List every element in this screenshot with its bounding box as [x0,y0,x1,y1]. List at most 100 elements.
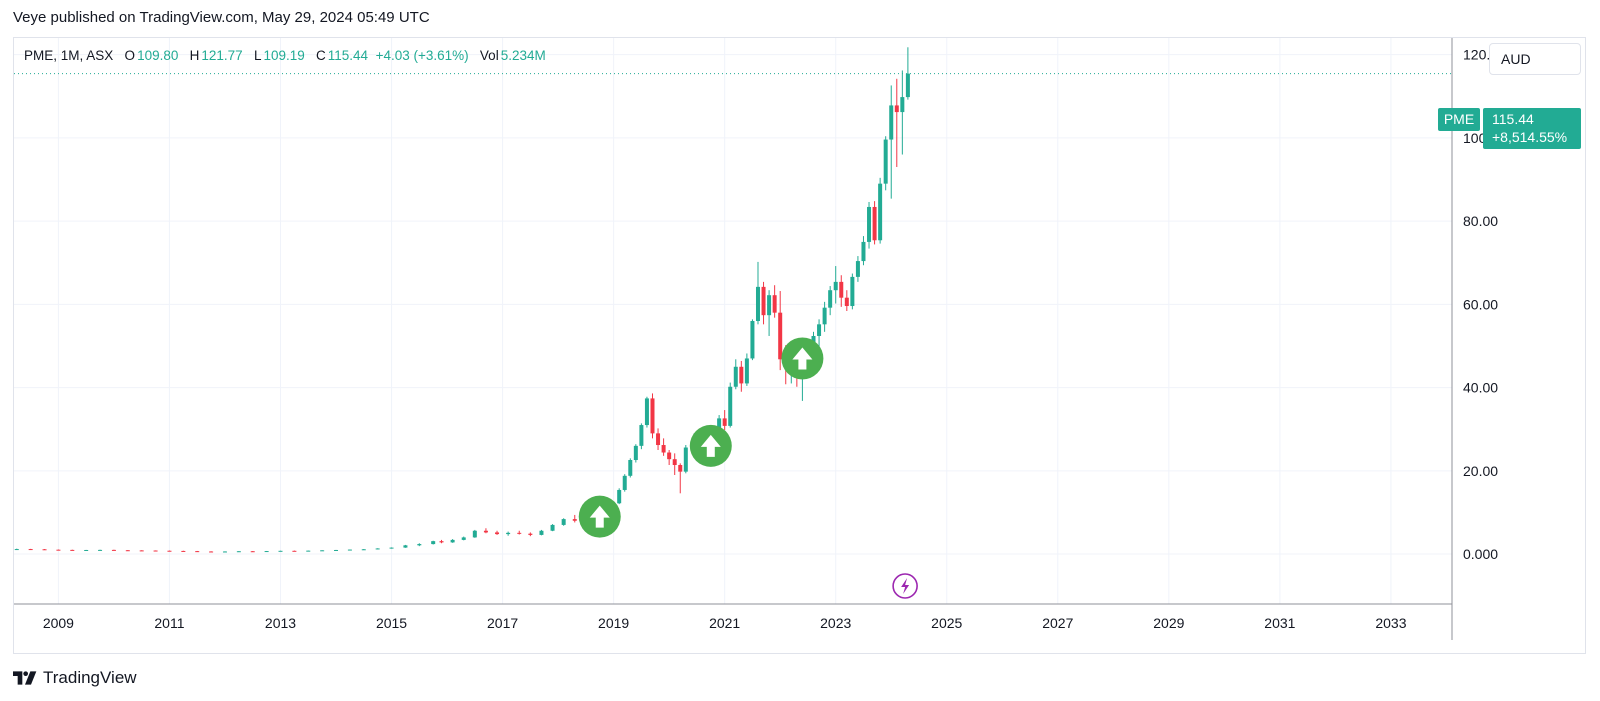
candle-body [722,418,727,426]
candle-body [628,460,633,476]
candle-body [644,398,649,426]
candle-body [222,551,227,553]
candlestick-series [14,47,910,553]
candle-body [683,447,688,472]
candle-body [506,532,511,535]
candle-body [872,206,877,241]
candle-body [70,549,75,551]
last-price-label: 115.44 +8,514.55% [1483,108,1581,149]
legend-close-value: 115.44 [327,48,369,63]
candle-body [778,312,783,360]
chart-frame [13,37,1586,654]
price-tick-label: 60.00 [1463,296,1498,312]
candle-body [561,519,566,525]
candle-body [209,551,214,553]
signal-arrow-shape [792,347,813,370]
legend-symbol: PME, 1M, ASX [24,48,114,63]
candle-body [817,324,822,336]
tradingview-brand[interactable]: TradingView [13,668,137,688]
candle-body [528,533,533,535]
event-bolt [901,578,910,594]
signal-arrow-shape [700,434,721,457]
candle-body [755,286,760,321]
candle-body [900,97,905,113]
publish-info: Veye published on TradingView.com, May 2… [13,9,430,26]
price-tick-label: 0.000 [1463,546,1498,562]
candle-body [28,549,33,551]
last-price-change-pct: +8,514.55% [1492,129,1568,145]
candle-body [250,551,255,553]
price-tick-label: 40.00 [1463,380,1498,396]
candle-body [483,530,488,533]
candle-body [867,206,872,242]
candle-body [278,550,283,552]
candle-body [14,549,19,551]
tradingview-brand-text: TradingView [43,668,137,687]
candle-body [822,307,827,325]
candle-body [111,549,116,551]
candle-body [550,524,555,531]
candle-body [894,105,899,113]
dividend-flash-icon [892,573,918,599]
candle-body [839,281,844,298]
legend-open-value: 109.80 [137,48,179,63]
legend-low-value: 109.19 [263,48,305,63]
candle-body [767,295,772,316]
candle-body [236,551,241,553]
price-axis-and-time-axis: 0.00020.0040.0060.0080.00100.00120.00200… [14,38,1506,640]
candle-body [889,105,894,140]
candle-body [417,544,422,546]
currency-selector[interactable]: AUD [1489,43,1581,75]
tradingview-logo-icon [13,671,37,685]
candle-body [861,241,866,262]
candle-body [855,261,860,277]
legend-volume-label: Vol [479,48,499,63]
time-tick-label: 2019 [598,615,629,631]
time-tick-label: 2023 [820,615,851,631]
candle-body [772,295,777,313]
candle-body [572,519,577,521]
candle-body [650,398,655,434]
time-tick-label: 2029 [1153,615,1184,631]
candle-body [461,537,466,540]
legend-volume-value: 5.234M [500,48,546,63]
candle-body [450,539,455,543]
candle-body [883,139,888,184]
candle-body [878,183,883,241]
candle-body [744,358,749,384]
candle-body [292,550,297,552]
candle-body [844,297,849,307]
candle-body [42,549,47,551]
candle-body [622,475,627,490]
candle-body [347,549,352,551]
candle-body [167,550,172,552]
signal-up-arrow-icon [689,424,732,467]
candle-body [439,541,444,543]
candle-body [125,550,130,552]
time-tick-label: 2033 [1375,615,1406,631]
candle-body [828,290,833,308]
candle-body [667,452,672,460]
candle-body [495,532,500,535]
time-tick-label: 2013 [265,615,296,631]
candle-body [361,549,366,551]
time-tick-label: 2027 [1042,615,1073,631]
signal-arrow-shape [589,505,610,528]
candle-body [56,549,61,551]
candle-body [517,532,522,534]
time-tick-label: 2017 [487,615,518,631]
candle-body [195,551,200,553]
price-tick-label: 20.00 [1463,463,1498,479]
candle-body [375,548,380,550]
legend-open-label: O [124,48,136,63]
chart-legend: PME, 1M, ASX O 109.80 H 121.77 L 109.19 C 11… [24,48,546,63]
candle-body [334,549,339,551]
candle-body [905,73,910,98]
time-tick-label: 2025 [931,615,962,631]
candle-body [672,459,677,465]
candle-body [84,549,89,551]
candle-body [389,547,394,549]
legend-close-label: C [316,48,326,63]
